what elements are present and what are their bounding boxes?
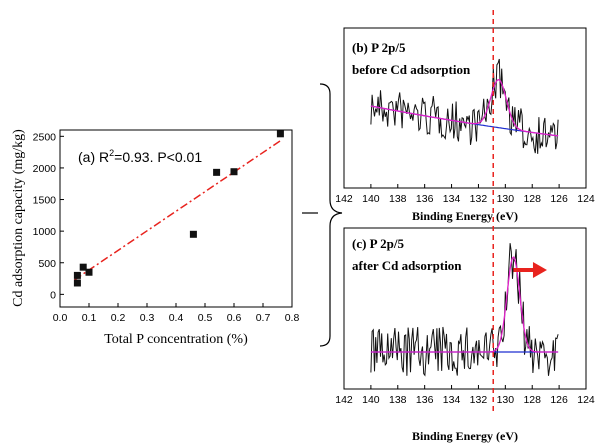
spectrum-xtick-label: 130 <box>497 394 515 406</box>
panel-a-xtick-label: 0.6 <box>227 312 242 324</box>
spectrum-xtick-label: 124 <box>577 193 595 205</box>
panel-b-fit-line <box>370 79 559 137</box>
panel-a-data-point <box>189 230 197 238</box>
spectrum-xtick-label: 124 <box>577 394 595 406</box>
spectrum-xtick-label: 126 <box>550 394 568 406</box>
panel-b-spectrum: 142 140 138 136 134 132 130 128 126 124 (b) P 2p/… <box>335 27 595 223</box>
spectrum-xtick-label: 132 <box>470 394 488 406</box>
spectrum-xtick-label: 136 <box>416 394 434 406</box>
panel-a-data-point <box>213 168 221 176</box>
panel-a-xtick-label: 0.3 <box>140 312 155 324</box>
panel-a-data-point <box>73 279 81 287</box>
panel-b-spectrum-line <box>370 58 559 154</box>
panel-a-data-point <box>73 271 81 279</box>
panel-b-title-1: (b) P 2p/5 <box>352 40 406 55</box>
panel-c-xlabel: Binding Energy (eV) <box>412 429 518 443</box>
panel-a-data-point <box>79 263 87 271</box>
panel-a-xtick-label: 0.5 <box>198 312 213 324</box>
panel-a-xtick-label: 0.1 <box>82 312 97 324</box>
panel-c-title-2: after Cd adsorption <box>352 258 462 273</box>
panel-a-ytick-label: 500 <box>38 258 56 270</box>
panel-a-xlabel: Total P concentration (%) <box>104 332 248 347</box>
panel-a-ytick-label: 0 <box>50 289 56 301</box>
panel-b-xlabel: Binding Energy (eV) <box>412 209 518 223</box>
panel-c-spectrum: 142 140 138 136 134 132 130 128 126 124 (c) P 2p/… <box>335 227 595 443</box>
panel-a-annotation: (a) R2=0.93. P<0.01 <box>78 148 202 165</box>
panel-c-frame <box>343 227 587 390</box>
panel-c-title-1: (c) P 2p/5 <box>352 236 404 251</box>
panel-a-ytick-label: 1000 <box>33 226 57 238</box>
panel-b-title-2: before Cd adsorption <box>352 62 471 77</box>
spectrum-xtick-label: 130 <box>497 193 515 205</box>
panel-a-scatter: 0.0 0.1 0.2 0.3 0.4 0.5 0.6 0.7 0.8 0 500 1000 1500… <box>11 129 299 347</box>
spectrum-xtick-label: 142 <box>335 193 353 205</box>
spectrum-xtick-label: 142 <box>335 394 353 406</box>
panel-a-xtick-label: 0.8 <box>285 312 300 324</box>
panel-a-ylabel: Cd adsorption capacity (mg/kg) <box>11 129 26 307</box>
panel-a-fit-line <box>74 140 281 281</box>
spectrum-xtick-label: 140 <box>362 193 380 205</box>
spectrum-xtick-label: 138 <box>389 193 407 205</box>
spectrum-xtick-label: 128 <box>523 193 541 205</box>
panel-b-frame <box>343 27 587 189</box>
spectrum-xtick-label: 132 <box>470 193 488 205</box>
spectrum-xtick-label: 134 <box>443 394 461 406</box>
panel-c-spectrum-line <box>370 243 559 377</box>
panel-c-fit-line <box>370 256 559 353</box>
panel-a-xtick-label: 0.0 <box>53 312 68 324</box>
spectrum-xtick-label: 140 <box>362 394 380 406</box>
panel-a-data-point <box>230 168 238 176</box>
spectrum-xtick-label: 126 <box>550 193 568 205</box>
panel-a-ytick-label: 1500 <box>33 195 57 207</box>
spectrum-xtick-label: 136 <box>416 193 434 205</box>
panel-c-shift-arrow-head <box>532 262 547 278</box>
panel-a-xtick-label: 0.2 <box>111 312 126 324</box>
panel-a-data-point <box>276 130 284 138</box>
spectrum-xtick-label: 134 <box>443 193 461 205</box>
panel-a-xtick-label: 0.4 <box>169 312 184 324</box>
panel-a-ytick-label: 2500 <box>33 131 57 143</box>
spectrum-xtick-label: 128 <box>523 394 541 406</box>
panel-a-ytick-label: 2000 <box>33 163 57 175</box>
spectrum-xtick-label: 138 <box>389 394 407 406</box>
bracket <box>319 83 343 347</box>
panel-a-xtick-label: 0.7 <box>256 312 271 324</box>
panel-a-data-point <box>85 268 93 276</box>
